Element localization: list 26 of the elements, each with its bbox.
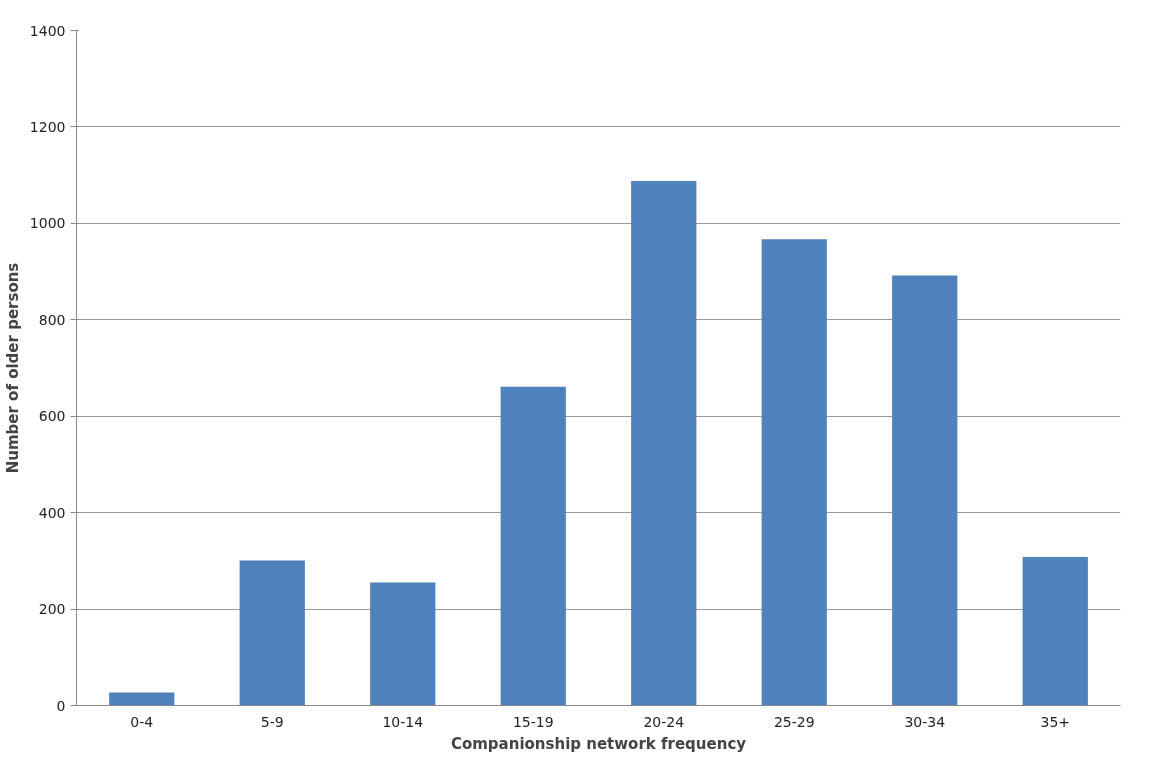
y-tick-label: 400 xyxy=(38,504,66,521)
bar xyxy=(631,180,697,706)
y-tick-label: 800 xyxy=(38,311,66,328)
bar xyxy=(892,275,958,706)
y-tick-label: 600 xyxy=(38,408,66,425)
bar xyxy=(1022,557,1088,706)
x-tick-label: 5-9 xyxy=(260,713,284,730)
x-tick-label: 20-24 xyxy=(643,713,685,730)
y-tick-label: 0 xyxy=(56,697,66,714)
x-tick-label: 35+ xyxy=(1040,713,1071,730)
y-axis-title: Number of older persons xyxy=(3,262,22,474)
y-tick-label: 200 xyxy=(38,601,66,618)
bar xyxy=(370,582,436,706)
x-tick-label: 10-14 xyxy=(382,713,424,730)
bar xyxy=(239,560,305,706)
x-axis-title: Companionship network frequency xyxy=(450,734,747,753)
bar xyxy=(109,692,175,706)
x-tick-label: 0-4 xyxy=(130,713,154,730)
bar xyxy=(761,239,827,706)
x-tick-label: 15-19 xyxy=(512,713,554,730)
x-tick-label: 30-34 xyxy=(904,713,946,730)
y-tick-label: 1400 xyxy=(29,22,66,39)
x-tick-label: 25-29 xyxy=(773,713,815,730)
bar xyxy=(500,386,566,706)
y-tick-label: 1000 xyxy=(29,215,66,232)
y-tick-label: 1200 xyxy=(29,118,66,135)
